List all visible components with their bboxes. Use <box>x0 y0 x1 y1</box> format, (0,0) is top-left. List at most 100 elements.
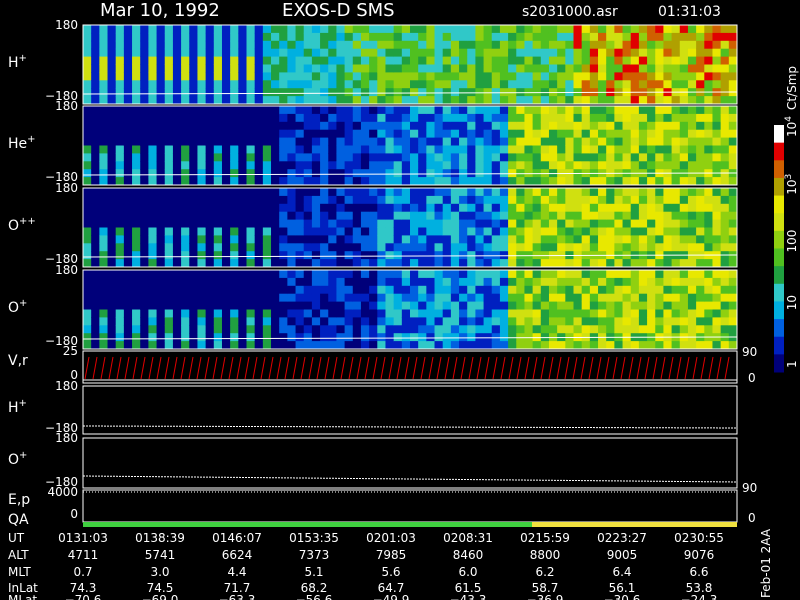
spectrogram-cell <box>524 285 534 295</box>
spectrogram-cell <box>238 219 247 228</box>
spectrogram-cell <box>303 277 313 287</box>
spectrogram-cell <box>352 259 362 268</box>
spectrogram-cell <box>254 195 264 205</box>
spectrogram-cell <box>254 72 264 81</box>
spectrogram-cell <box>540 113 550 123</box>
spectrogram-cell <box>271 161 280 170</box>
spectrogram-cell <box>581 106 591 115</box>
spectrogram-cell <box>303 309 313 318</box>
spectrogram-cell <box>311 301 321 310</box>
spectrogram-cell <box>728 80 738 89</box>
spectrogram-cell <box>418 243 427 252</box>
spectrogram-cell <box>377 270 386 279</box>
spectrogram-cell <box>548 106 558 115</box>
spectrogram-cell <box>377 309 386 318</box>
spectrogram-cell <box>475 203 485 213</box>
spectrogram-cell <box>524 153 534 162</box>
spectrogram-cell <box>91 72 100 81</box>
spectrogram-cell <box>99 96 109 105</box>
spectrogram-cell <box>589 153 599 162</box>
panel-frame <box>82 437 738 489</box>
spectrogram-cell <box>671 227 681 236</box>
spectrogram-cell <box>483 325 493 334</box>
spectrogram-cell <box>303 129 313 139</box>
spectrogram-cell <box>271 285 280 295</box>
spectrogram-cell <box>262 80 272 89</box>
spectrogram-cell <box>189 40 198 50</box>
spectrogram-cell <box>418 88 427 97</box>
spectrogram-cell <box>606 293 615 303</box>
spectrogram-cell <box>704 293 713 303</box>
spectrogram-cell <box>181 293 190 303</box>
spectrogram-cell <box>221 235 231 244</box>
spectrogram-cell <box>287 106 297 115</box>
spectrogram-cell <box>148 56 158 65</box>
spectrogram-cell <box>295 145 305 154</box>
spectrogram-cell <box>197 188 207 197</box>
spectrogram-cell <box>377 88 386 97</box>
panel-label-sup: + <box>27 134 35 145</box>
cell: 58.7 <box>532 581 559 595</box>
spectrogram-cell <box>426 64 436 73</box>
spectrogram-cell <box>450 72 460 81</box>
spectrogram-cell <box>499 40 509 50</box>
spectrogram-cell <box>712 25 722 34</box>
spectrogram-cell <box>647 32 656 42</box>
spectrogram-cell <box>262 56 272 65</box>
spectrogram-cell <box>696 341 705 350</box>
spectrogram-cell <box>156 251 166 260</box>
spectrogram-cell <box>205 341 215 350</box>
spectrogram-cell <box>279 121 288 131</box>
spectrogram-cell <box>164 137 174 146</box>
spectrogram-cell <box>189 177 198 186</box>
spectrogram-cell <box>320 64 329 73</box>
spectrogram-cell <box>320 235 329 244</box>
spectrogram-cell <box>598 80 607 89</box>
spectrogram-cell <box>91 88 100 97</box>
spectrogram-cell <box>181 121 190 131</box>
spectrogram-cell <box>475 325 485 334</box>
spectrogram-cell <box>524 64 534 73</box>
spectrogram-cell <box>213 317 223 326</box>
spectrogram-cell <box>360 40 370 50</box>
cell: −36.9 <box>527 593 564 600</box>
spectrogram-cell <box>426 341 436 350</box>
spectrogram-cell <box>336 285 346 295</box>
spectrogram-cell <box>450 219 460 228</box>
spectrogram-cell <box>156 48 166 58</box>
spectrogram-cell <box>377 227 386 236</box>
spectrogram-cell <box>83 203 92 213</box>
spectrogram-cell <box>540 259 550 268</box>
spectrogram-cell <box>377 293 386 303</box>
spectrogram-cell <box>508 325 517 334</box>
spectrogram-cell <box>148 64 158 73</box>
spectrogram-cell <box>107 137 117 146</box>
spectrogram-cell <box>254 96 264 105</box>
spectrogram-cell <box>483 211 493 221</box>
spectrogram-cell <box>516 96 525 105</box>
spectrogram-cell <box>426 277 436 287</box>
spectrogram-cell <box>230 121 239 131</box>
spectrogram-cell <box>172 195 182 205</box>
spectrogram-cell <box>140 169 149 178</box>
spectrogram-cell <box>328 161 337 170</box>
axis-top: 180 <box>55 99 78 113</box>
spectrogram-cell <box>459 129 468 139</box>
spectrogram-cell <box>483 243 493 252</box>
spectrogram-cell <box>221 188 231 197</box>
spectrogram-cell <box>107 113 117 123</box>
spectrogram-cell <box>230 72 239 81</box>
spectrogram-cell <box>483 309 493 318</box>
spectrogram-cell <box>410 293 419 303</box>
spectrogram-cell <box>262 129 272 139</box>
spectrogram-cell <box>107 251 117 260</box>
spectrogram-cell <box>369 325 378 334</box>
spectrogram-cell <box>238 211 247 221</box>
spectrogram-cell <box>132 243 141 252</box>
trace-line <box>82 475 738 483</box>
spectrogram-cell <box>704 195 713 205</box>
spectrogram-cell <box>622 293 632 303</box>
spectrogram-cell <box>352 235 362 244</box>
spectrogram-cell <box>271 169 280 178</box>
spectrogram-cell <box>91 285 100 295</box>
